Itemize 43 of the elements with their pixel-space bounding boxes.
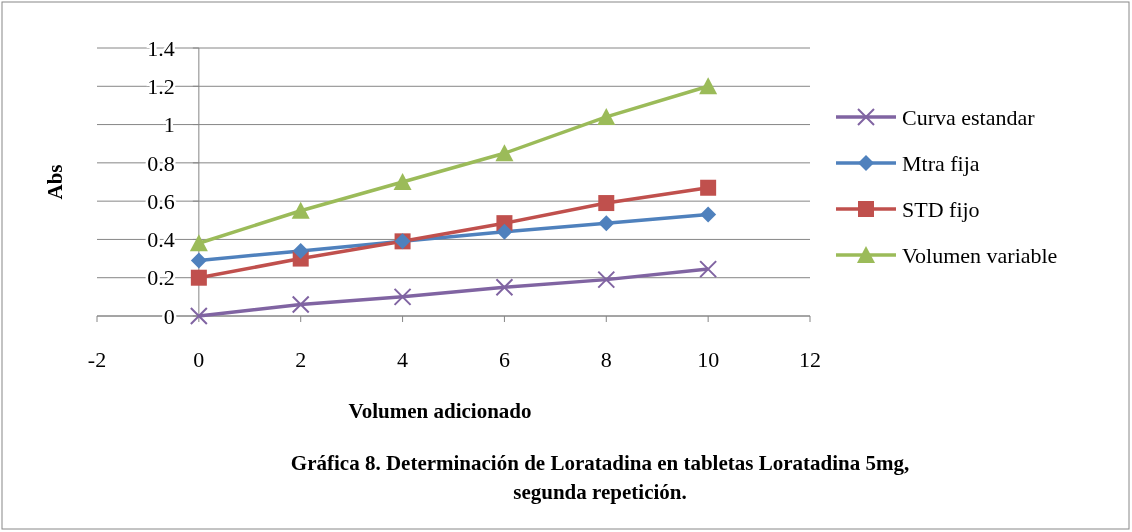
point [189,307,208,325]
point [190,269,207,286]
legend-label: STD fijo [902,196,980,222]
point [597,107,616,125]
y-tick-label: 0 [163,303,175,329]
x-tick-label: 8 [600,347,612,372]
x-axis-title: Volumen adicionado [348,399,532,423]
point [598,215,615,232]
x-tick-label: 10 [697,347,720,372]
text: Gráfica 8. Determinación de Loratadina en tabletas Loratadina 5mg, segunda repetición. [290,451,910,504]
legend-label: Mtra fija [902,150,980,176]
point [496,223,513,240]
point [291,201,310,219]
legend-label: Curva estandar [902,104,1036,130]
point [190,252,207,269]
point [699,260,718,279]
y-tick-label: 1.2 [147,73,175,99]
point [700,206,717,223]
x-tick-label: 4 [397,347,409,372]
x-tick-label: 2 [295,347,307,372]
y-tick-label: 1.4 [147,35,175,61]
x-tick-label: 0 [193,347,205,372]
point [291,295,310,314]
point [393,173,412,190]
x-tick-label: -2 [87,347,107,372]
y-tick-label: 0.2 [147,265,175,291]
y-axis-title: Abs [43,164,67,200]
x-tick-label: 12 [799,347,821,372]
point [597,270,616,289]
point [292,242,309,259]
point [495,144,514,162]
y-tick-label: 0.4 [147,227,175,253]
point [495,278,514,297]
point [699,77,718,95]
point [700,179,717,196]
legend-label: Volumen variable [902,242,1058,268]
point [598,195,615,212]
x-tick-label: 6 [498,347,510,372]
y-tick-label: 1 [163,112,175,138]
y-tick-label: 0.8 [147,150,175,176]
y-tick-label: 0.6 [147,188,175,214]
point [393,287,412,306]
point [189,234,208,252]
